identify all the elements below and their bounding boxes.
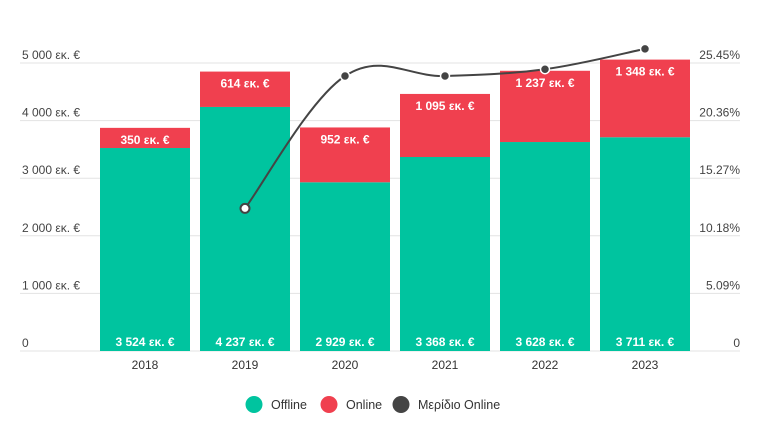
legend-label: Online: [346, 398, 382, 412]
online-value-label: 1 237 εκ. €: [515, 76, 574, 90]
category-label: 2023: [632, 358, 659, 372]
legend-item-offline[interactable]: Offline: [245, 396, 307, 413]
bar-online: [600, 59, 690, 138]
online-value-label: 1 095 εκ. €: [415, 99, 474, 113]
bar-online: [400, 93, 490, 158]
bar-offline: [500, 142, 590, 351]
offline-value-label: 3 524 εκ. €: [115, 335, 174, 349]
bar-online: [300, 127, 390, 183]
legend-item-share[interactable]: Μερίδιο Online: [392, 396, 501, 413]
share-line: [239, 43, 651, 214]
bar-offline: [600, 137, 690, 351]
right-tick-label: 0: [733, 336, 740, 350]
bar-offline: [200, 106, 290, 352]
left-tick-label: 3 000 εκ. €: [22, 163, 80, 177]
online-value-label: 1 348 εκ. €: [615, 65, 674, 79]
online-value-label: 952 εκ. €: [320, 132, 369, 146]
right-tick-label: 10.18%: [699, 221, 740, 235]
share-point: [339, 70, 351, 82]
left-tick-label: 5 000 εκ. €: [22, 48, 80, 62]
left-tick-label: 2 000 εκ. €: [22, 221, 80, 235]
bar-online: [100, 127, 190, 149]
offline-value-label: 2 929 εκ. €: [315, 335, 374, 349]
category-label: 2021: [432, 358, 459, 372]
bar-offline: [300, 182, 390, 351]
right-axis: 0 5.09% 10.18% 15.27% 20.36% 25.45%: [699, 48, 740, 350]
legend-label: Μερίδιο Online: [418, 398, 500, 412]
bar-online: [500, 70, 590, 143]
bar-offline: [100, 148, 190, 351]
left-tick-label: 0: [22, 336, 29, 350]
legend-marker: [320, 396, 338, 413]
right-tick-label: 5.09%: [706, 278, 740, 292]
left-tick-label: 4 000 εκ. €: [22, 106, 80, 120]
online-value-label: 614 εκ. €: [220, 77, 269, 91]
offline-value-label: 3 628 εκ. €: [515, 335, 574, 349]
offline-value-label: 3 368 εκ. €: [415, 335, 474, 349]
category-label: 2019: [232, 358, 259, 372]
right-tick-label: 20.36%: [699, 106, 740, 120]
online-value-label: 350 εκ. €: [120, 133, 169, 147]
x-axis: 2018 2019 2020 2021 2022 2023: [132, 358, 659, 372]
bar-offline: [400, 157, 490, 351]
offline-value-label: 4 237 εκ. €: [215, 335, 274, 349]
category-label: 2022: [532, 358, 559, 372]
left-tick-label: 1 000 εκ. €: [22, 278, 80, 292]
right-tick-label: 15.27%: [699, 163, 740, 177]
share-point: [639, 43, 651, 55]
category-label: 2018: [132, 358, 159, 372]
legend-marker: [392, 396, 410, 413]
legend-marker: [245, 396, 263, 413]
share-point: [439, 70, 451, 82]
share-point: [539, 63, 551, 75]
offline-value-label: 3 711 εκ. €: [616, 335, 675, 349]
right-tick-label: 25.45%: [699, 48, 740, 62]
legend-label: Offline: [271, 398, 307, 412]
category-label: 2020: [332, 358, 359, 372]
share-point: [239, 202, 251, 214]
legend: Offline Online Μερίδιο Online: [245, 396, 501, 413]
left-axis: 0 1 000 εκ. € 2 000 εκ. € 3 000 εκ. € 4 000 …: [22, 48, 80, 350]
bar-online: [200, 71, 290, 107]
bars: 3 524 εκ. € 350 εκ. € 4 237 εκ. € 614 εκ. €…: [100, 59, 690, 352]
legend-item-online[interactable]: Online: [320, 396, 383, 413]
